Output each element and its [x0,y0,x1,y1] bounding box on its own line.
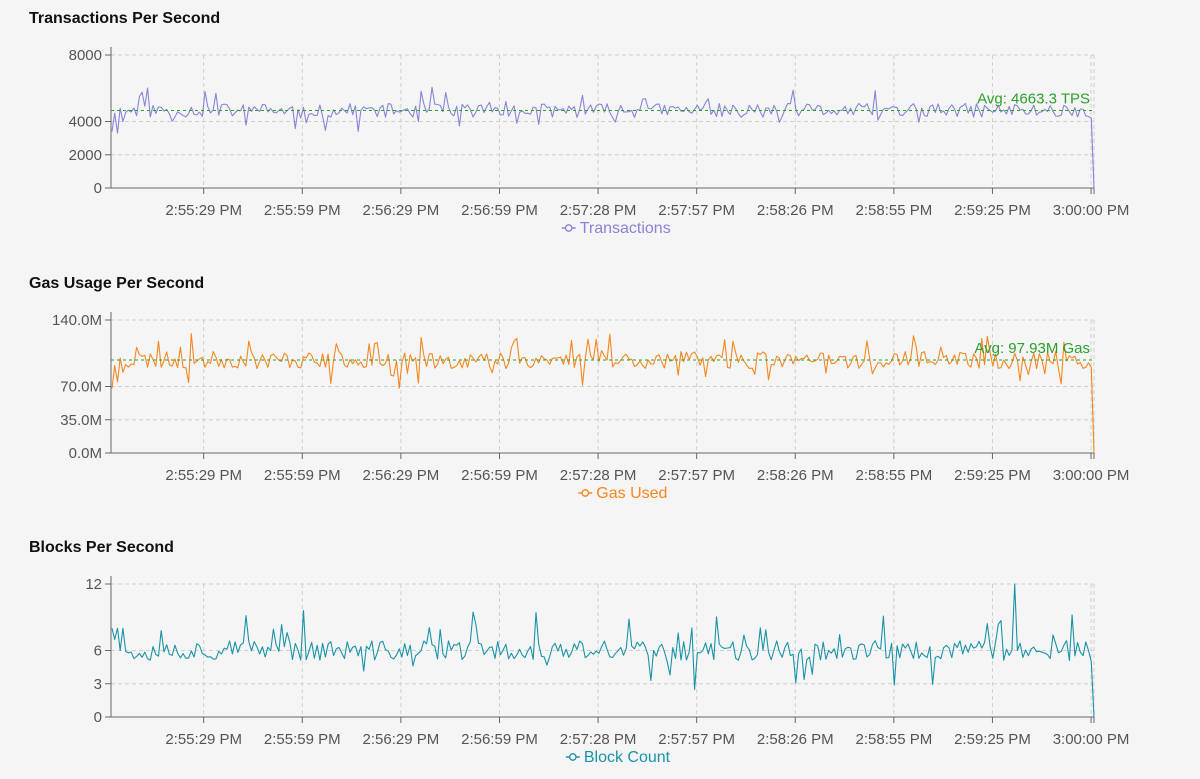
x-tick-label: 2:57:28 PM [560,467,637,484]
y-tick-label: 6 [94,643,102,660]
y-tick-label: 0 [94,709,102,726]
y-tick-label: 0 [94,180,102,197]
x-tick-label: 2:56:59 PM [461,202,538,219]
x-tick-label: 2:58:26 PM [757,467,834,484]
x-tick-label: 2:57:57 PM [658,202,735,219]
x-tick-label: 2:56:29 PM [363,467,440,484]
legend-swatch-marker [581,489,590,497]
series-line [111,583,1095,718]
series-line [111,333,1095,454]
gas-chart-panel: Gas Usage Per Second 0.0M 35.0M 70.0M 140.0… [0,275,1200,515]
x-tick-label: 2:56:59 PM [461,731,538,748]
tps-chart-panel: Transactions Per Second 0 2000 4000 8000 2:5… [0,10,1200,250]
x-tick-label: 2:57:57 PM [658,467,735,484]
x-tick-label: 2:57:57 PM [658,731,735,748]
x-tick-label: 2:56:59 PM [461,467,538,484]
x-tick-label: 2:58:55 PM [856,467,933,484]
tps-chart-title: Transactions Per Second [29,10,221,27]
x-tick-label: 2:56:29 PM [363,202,440,219]
legend-swatch-marker [564,224,573,232]
x-tick-label: 2:56:29 PM [363,731,440,748]
legend-label: Gas Used [596,485,667,502]
x-tick-label: 2:55:29 PM [165,202,242,219]
tps-chart: 0 2000 4000 8000 2:55:29 PM 2:55:59 PM 2:56:29… [69,47,1130,237]
x-tick-label: 3:00:00 PM [1053,731,1130,748]
blocks-chart: 0 3 6 12 2:55:29 PM 2:55:59 PM 2:56:29 PM 2:56:… [85,576,1130,766]
legend-swatch-marker [568,753,577,761]
y-tick-label: 70.0M [60,379,102,396]
blocks-chart-title: Blocks Per Second [29,539,174,556]
y-tick-label: 0.0M [69,445,102,462]
x-tick-label: 2:59:25 PM [954,202,1031,219]
x-tick-label: 2:57:28 PM [560,731,637,748]
x-tick-label: 3:00:00 PM [1053,467,1130,484]
x-tick-label: 2:55:59 PM [264,467,341,484]
average-label: Avg: 97.93M Gas [974,340,1090,357]
x-tick-label: 2:59:25 PM [954,467,1031,484]
y-tick-label: 35.0M [60,412,102,429]
blocks-chart-panel: Blocks Per Second 0 3 6 12 2:55:29 PM 2:55:59… [0,539,1200,766]
x-tick-label: 2:55:59 PM [264,731,341,748]
average-label: Avg: 4663.3 TPS [977,90,1090,107]
x-tick-label: 2:59:25 PM [954,731,1031,748]
x-tick-label: 2:58:55 PM [856,731,933,748]
x-tick-label: 2:55:29 PM [165,731,242,748]
legend-label: Block Count [584,749,671,766]
y-tick-label: 8000 [69,47,102,64]
series-line [111,86,1095,189]
legend[interactable]: Transactions [561,220,671,237]
y-tick-label: 140.0M [52,312,102,329]
y-tick-label: 2000 [69,147,102,164]
legend[interactable]: Block Count [565,749,671,766]
grid [111,319,1095,454]
grid [111,54,1095,189]
x-tick-label: 3:00:00 PM [1053,202,1130,219]
legend-label: Transactions [580,220,671,237]
y-tick-label: 4000 [69,114,102,131]
x-tick-label: 2:58:55 PM [856,202,933,219]
x-tick-label: 2:57:28 PM [560,202,637,219]
y-tick-label: 12 [85,576,102,593]
gas-chart-title: Gas Usage Per Second [29,275,205,292]
gas-chart: 0.0M 35.0M 70.0M 140.0M 2:55:29 PM 2:55:59 PM… [52,312,1130,502]
x-tick-label: 2:55:29 PM [165,467,242,484]
y-tick-label: 3 [94,676,102,693]
x-tick-label: 2:55:59 PM [264,202,341,219]
x-tick-label: 2:58:26 PM [757,731,834,748]
legend[interactable]: Gas Used [578,485,667,502]
x-tick-label: 2:58:26 PM [757,202,834,219]
